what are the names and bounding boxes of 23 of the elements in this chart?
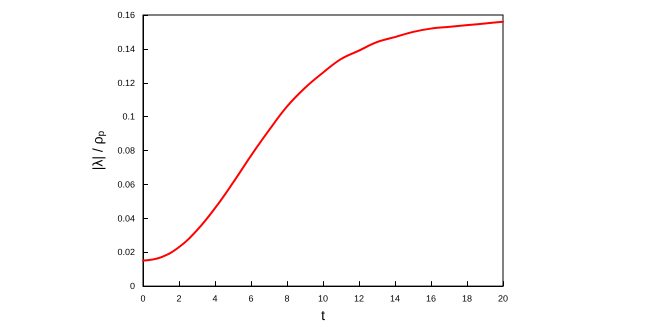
x-tick-label: 2	[176, 294, 182, 304]
y-axis-title: |λ| / ρp	[90, 130, 108, 170]
x-tick-label: 20	[498, 294, 508, 304]
x-tick-label: 8	[284, 294, 290, 304]
y-tick-label: 0.14	[117, 44, 135, 54]
line-series	[142, 20, 504, 262]
y-tick-label: 0.1	[122, 112, 135, 122]
x-tick-label: 4	[212, 294, 218, 304]
x-tick-label: 0	[140, 294, 146, 304]
y-tick-label: 0.12	[117, 78, 135, 88]
y-tick-label: 0.02	[117, 247, 135, 258]
x-tick-label: 12	[354, 294, 364, 304]
y-tick-label: 0.06	[117, 179, 135, 190]
y-tick-label: 0.08	[117, 146, 135, 156]
x-tick-label: 10	[318, 294, 328, 304]
y-tick-label: 0	[130, 281, 135, 292]
x-tick-label: 16	[426, 294, 436, 304]
y-tick-label: 0.16	[117, 10, 135, 20]
x-tick-label: 18	[462, 294, 472, 304]
x-axis-title: t	[321, 307, 326, 323]
x-tick-label: 14	[390, 294, 400, 304]
x-tick-label: 6	[248, 294, 254, 304]
y-tick-label: 0.04	[117, 213, 135, 224]
